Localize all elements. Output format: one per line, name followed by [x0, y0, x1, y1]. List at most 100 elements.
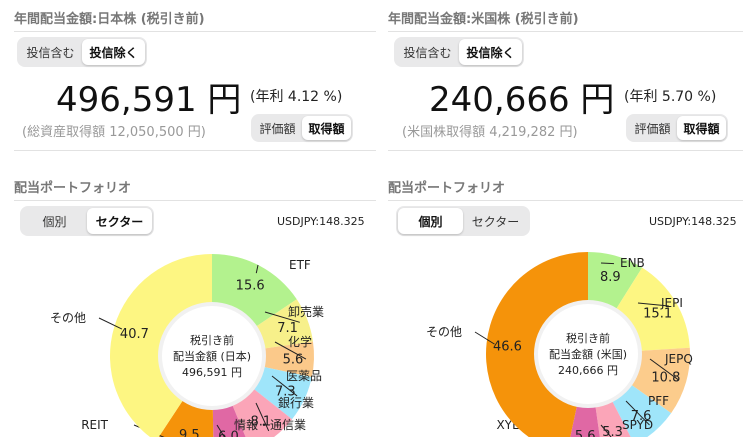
- leader-line: [625, 400, 650, 426]
- donut-slice-5[interactable]: [212, 404, 251, 437]
- fund-toggle: 投信含む 投信除く: [394, 37, 524, 67]
- donut-slice-6[interactable]: [486, 252, 588, 437]
- slice-category-label: その他: [426, 325, 462, 339]
- slice-value-label: 5.3: [602, 425, 623, 437]
- donut-slice-4[interactable]: [595, 400, 634, 437]
- slice-category-label: 化学: [288, 334, 312, 349]
- center-label-line-3: 496,591 円: [182, 366, 242, 379]
- acquisition-option[interactable]: 取得額: [302, 116, 351, 140]
- leader-line: [474, 331, 495, 345]
- leader-line: [649, 358, 679, 381]
- donut-slice-5[interactable]: [567, 404, 603, 437]
- slice-value-label: 15.6: [236, 279, 265, 294]
- center-label-line-2: 配当金額 (日本): [173, 349, 251, 363]
- slice-category-label: PFF: [648, 394, 669, 408]
- japan-panel: 年間配当金額:日本株 (税引き前) 投信含む 投信除く 496,591 円 (年…: [14, 0, 379, 437]
- sector-option[interactable]: セクター: [87, 208, 152, 234]
- dividend-portfolio-donut: 8.9ENB15.1JEPI10.8JEPQ7.6PFF5.3SPYD5.6XY…: [426, 252, 693, 437]
- fund-toggle: 投信含む 投信除く: [17, 37, 147, 67]
- include-funds-option[interactable]: 投信含む: [26, 45, 75, 60]
- leader-line: [600, 262, 614, 265]
- slice-value-label: 5.6: [575, 429, 596, 437]
- donut-slice-0[interactable]: [212, 254, 297, 328]
- divider: [388, 150, 743, 151]
- slice-value-label: 40.7: [120, 327, 149, 342]
- view-toggle: 個別 セクター: [396, 206, 530, 236]
- slice-category-label: ENB: [620, 256, 645, 270]
- acquisition-total: (総資産取得額 12,050,500 円): [22, 125, 206, 140]
- dividend-portfolio-donut: 15.6ETF7.1卸売業5.6化学7.3医薬品8.1銀行業6.0情報・通信業9…: [50, 254, 324, 437]
- dividend-title: 年間配当金額:日本株 (税引き前): [14, 12, 205, 27]
- slice-category-label: 医薬品: [286, 369, 322, 383]
- leader-line: [255, 264, 259, 274]
- slice-value-label: 9.5: [179, 428, 200, 437]
- slice-value-label: 46.6: [493, 339, 522, 354]
- center-label-line-2: 配当金額 (米国): [549, 347, 627, 361]
- annual-yield: (年利 5.70 %): [624, 89, 717, 105]
- individual-option[interactable]: 個別: [42, 214, 67, 229]
- slice-category-label: その他: [50, 311, 86, 325]
- basis-toggle: 評価額 取得額: [626, 114, 728, 142]
- exclude-funds-option[interactable]: 投信除く: [459, 39, 522, 65]
- fx-rate: USDJPY:148.325: [277, 215, 365, 228]
- divider: [388, 200, 743, 201]
- exclude-funds-option[interactable]: 投信除く: [82, 39, 145, 65]
- donut-slice-1[interactable]: [255, 299, 313, 349]
- us-panel: 年間配当金額:米国株 (税引き前) 投信含む 投信除く 240,666 円 (年…: [388, 0, 750, 437]
- view-toggle: 個別 セクター: [20, 206, 154, 236]
- leader-line: [264, 311, 300, 323]
- slice-value-label: 5.6: [283, 353, 304, 368]
- dividend-title: 年間配当金額:米国株 (税引き前): [388, 12, 579, 27]
- acquisition-option[interactable]: 取得額: [677, 116, 726, 140]
- slice-value-label: 15.1: [643, 307, 672, 322]
- fx-rate: USDJPY:148.325: [649, 215, 737, 228]
- divider: [14, 200, 376, 201]
- donut-hole: [158, 302, 266, 410]
- portfolio-title: 配当ポートフォリオ: [14, 181, 132, 196]
- slice-category-label: 銀行業: [278, 396, 314, 410]
- leader-line: [98, 317, 123, 330]
- valuation-option[interactable]: 評価額: [259, 121, 296, 136]
- donut-slice-2[interactable]: [262, 341, 315, 378]
- dividend-amount: 240,666 円: [429, 80, 615, 120]
- donut-slice-2[interactable]: [630, 347, 690, 414]
- leader-line: [255, 402, 270, 432]
- leader-line: [271, 375, 298, 397]
- dividend-amount: 496,591 円: [56, 80, 242, 120]
- leader-line: [637, 302, 669, 307]
- slice-category-label: 情報・通信業: [234, 418, 306, 432]
- slice-value-label: 8.9: [600, 270, 621, 285]
- annual-yield: (年利 4.12 %): [250, 89, 343, 105]
- donut-slice-3[interactable]: [252, 366, 312, 420]
- center-label-line-1: 税引き前: [190, 333, 234, 347]
- sector-option[interactable]: セクター: [471, 214, 520, 229]
- slice-category-label: REIT: [81, 418, 108, 432]
- acquisition-total: (米国株取得額 4,219,282 円): [402, 125, 578, 140]
- portfolio-title: 配当ポートフォリオ: [388, 181, 506, 196]
- donut-slice-6[interactable]: [156, 399, 214, 437]
- slice-value-label: 10.8: [651, 370, 680, 385]
- slice-category-label: ETF: [289, 258, 311, 272]
- leader-line: [600, 424, 612, 437]
- slice-value-label: 7.1: [277, 321, 298, 336]
- slice-value-label: 6.0: [218, 429, 239, 437]
- leader-line: [274, 341, 307, 360]
- individual-option[interactable]: 個別: [398, 208, 463, 234]
- valuation-option[interactable]: 評価額: [634, 121, 671, 136]
- divider: [14, 31, 376, 32]
- donut-hole: [534, 300, 642, 408]
- center-label-line-1: 税引き前: [566, 331, 610, 345]
- donut-slice-0[interactable]: [588, 252, 643, 310]
- donut-slice-3[interactable]: [611, 384, 672, 437]
- slice-category-label: JEPI: [660, 296, 683, 310]
- slice-category-label: 卸売業: [288, 304, 324, 319]
- slice-category-label: JEPQ: [664, 352, 693, 366]
- slice-value-label: 7.3: [275, 384, 296, 399]
- include-funds-option[interactable]: 投信含む: [403, 45, 452, 60]
- basis-toggle: 評価額 取得額: [251, 114, 353, 142]
- divider: [14, 150, 376, 151]
- divider: [388, 31, 743, 32]
- slice-category-label: SPYD: [622, 418, 653, 432]
- donut-slice-4[interactable]: [231, 388, 293, 437]
- center-label-line-3: 240,666 円: [558, 364, 618, 377]
